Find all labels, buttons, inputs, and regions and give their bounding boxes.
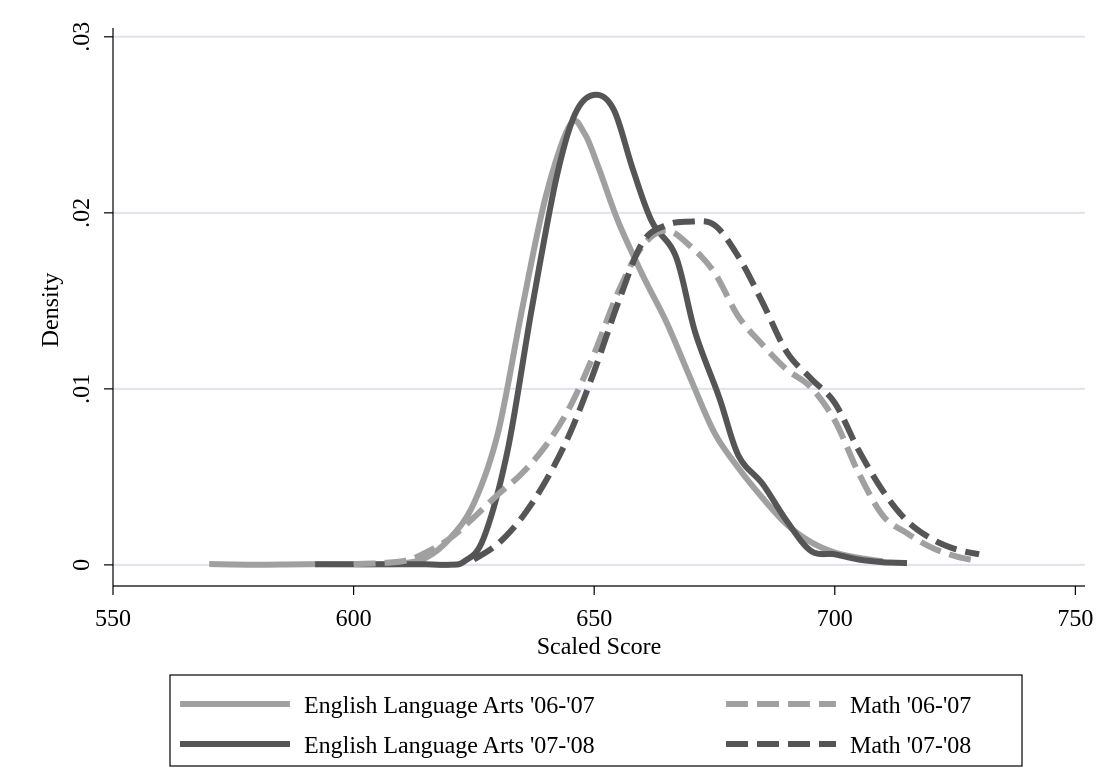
y-axis-title: Density [38,273,64,348]
x-tick-label-4: 750 [1057,606,1093,632]
x-tick-label-1: 600 [336,606,372,632]
y-tick-label-1: .01 [69,374,95,404]
series-line-ela-0708 [315,91,908,568]
y-tick-label-3: .03 [69,22,95,52]
y-tick-label-0: 0 [69,559,95,571]
axes [112,28,1085,587]
legend: English Language Arts '06-'07 English Lan… [169,674,1023,767]
series-line-math-0708 [472,218,980,563]
legend-label-ela-0607: English Language Arts '06-'07 [304,693,595,719]
x-axis-title: Scaled Score [537,634,662,660]
series-line-math-0607 [353,227,980,568]
legend-label-math-0708: Math '07-'08 [850,733,971,759]
y-tick-label-2: .02 [69,198,95,228]
series-lines [209,91,980,568]
legend-items: English Language Arts '06-'07 English Lan… [180,693,971,759]
x-tick-label-3: 700 [817,606,853,632]
legend-box [169,674,1023,767]
legend-label-ela-0708: English Language Arts '07-'08 [304,733,595,759]
x-tick-label-2: 650 [576,606,612,632]
legend-label-math-0607: Math '06-'07 [850,693,971,719]
ticks: 550 600 650 700 750 0 .01 .02 .03 [69,22,1093,632]
x-tick-label-0: 550 [95,606,131,632]
